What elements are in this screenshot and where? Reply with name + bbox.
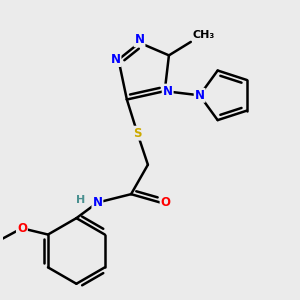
Text: O: O	[17, 222, 27, 235]
Text: O: O	[160, 196, 171, 209]
Text: N: N	[92, 196, 102, 209]
Text: N: N	[134, 33, 145, 46]
Text: H: H	[76, 195, 85, 205]
Text: CH₃: CH₃	[193, 30, 215, 40]
Text: N: N	[110, 53, 121, 66]
Text: S: S	[133, 127, 142, 140]
Text: N: N	[163, 85, 173, 98]
Text: N: N	[195, 89, 205, 102]
